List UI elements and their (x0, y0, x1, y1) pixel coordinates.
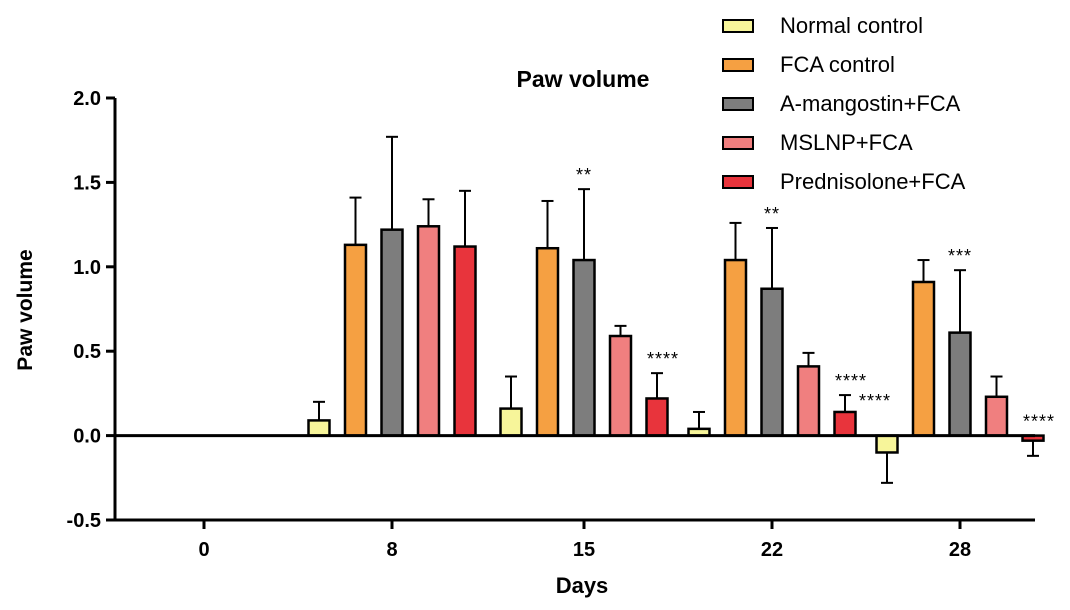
bar (535, 246, 560, 437)
significance-label: **** (835, 371, 867, 391)
significance-label: **** (1023, 412, 1055, 432)
y-tick-label: 1.5 (73, 172, 101, 194)
bar (307, 419, 331, 437)
bar (380, 228, 404, 437)
x-axis-label: Days (556, 573, 609, 598)
x-tick-label: 15 (573, 539, 595, 561)
x-tick-label: 8 (386, 539, 397, 561)
legend-label-a-mangostin-fca: A-mangostin+FCA (780, 90, 961, 116)
legend-swatch-fca-control (722, 57, 754, 72)
legend-label-normal-control: Normal control (780, 12, 924, 38)
x-tick-label: 0 (198, 539, 209, 561)
x-tick-label: 28 (949, 539, 971, 561)
y-tick-label: -0.5 (67, 510, 101, 532)
bar (984, 395, 1009, 437)
bar (833, 410, 857, 437)
bar (453, 245, 477, 437)
bar (948, 331, 972, 437)
bar (608, 334, 633, 437)
bar (572, 258, 596, 437)
chart-title: Paw volume (517, 66, 650, 92)
bar (645, 397, 669, 437)
bar (416, 225, 441, 437)
legend-item-normal-control: Normal control (722, 6, 965, 45)
bar (723, 258, 748, 437)
bar (343, 243, 368, 437)
significance-label: *** (948, 246, 972, 266)
legend-item-fca-control: FCA control (722, 45, 965, 84)
legend-label-fca-control: FCA control (780, 51, 895, 77)
plot-area: 2.01.51.00.50.0-0.5*********************… (67, 88, 1055, 561)
y-tick-label: 1.0 (73, 257, 101, 279)
y-tick-label: 0.5 (73, 341, 101, 363)
legend-item-prednisolone-fca: Prednisolone+FCA (722, 162, 965, 201)
significance-label: **** (859, 391, 891, 411)
bar (875, 434, 899, 454)
significance-label: ** (576, 165, 592, 185)
legend-label-mslnp-fca: MSLNP+FCA (780, 129, 913, 155)
legend-swatch-normal-control (722, 18, 754, 33)
legend-label-prednisolone-fca: Prednisolone+FCA (780, 168, 966, 194)
y-axis-label: Paw volume (14, 249, 37, 370)
legend-item-a-mangostin-fca: A-mangostin+FCA (722, 84, 965, 123)
legend-swatch-a-mangostin-fca (722, 96, 754, 111)
legend-swatch-mslnp-fca (722, 135, 754, 150)
y-tick-label: 2.0 (73, 88, 101, 110)
bar (499, 407, 523, 437)
significance-label: ** (764, 204, 780, 224)
x-tick-label: 22 (761, 539, 783, 561)
legend: Normal control FCA control A-mangostin+F… (722, 6, 965, 201)
legend-item-mslnp-fca: MSLNP+FCA (722, 123, 965, 162)
legend-swatch-prednisolone-fca (722, 174, 754, 189)
bar (760, 287, 784, 437)
y-tick-label: 0.0 (73, 426, 101, 448)
bar (796, 365, 821, 437)
bar (911, 280, 936, 437)
significance-label: **** (647, 349, 679, 369)
